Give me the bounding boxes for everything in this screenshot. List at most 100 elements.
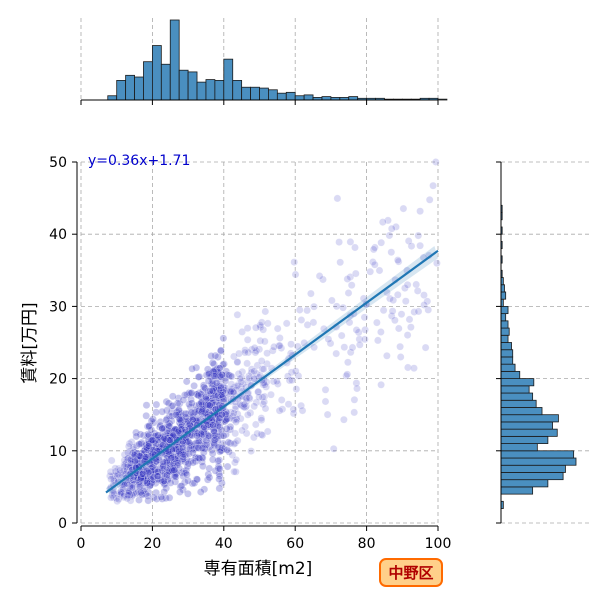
scatter-point — [201, 409, 210, 417]
scatter-point — [198, 444, 207, 453]
scatter-point — [152, 488, 160, 497]
scatter-point — [123, 494, 132, 503]
x-hist-bar — [160, 63, 171, 101]
scatter-point — [350, 395, 359, 404]
scatter-point — [416, 207, 424, 216]
scatter-point — [139, 469, 147, 478]
scatter-point — [270, 343, 278, 351]
y-hist-bar — [500, 334, 509, 343]
y-marginal-histogram — [500, 162, 577, 523]
scatter-point — [377, 238, 386, 247]
scatter-point — [164, 399, 173, 408]
scatter-point — [214, 443, 222, 452]
scatter-point — [217, 431, 225, 440]
x-tick-label: 20 — [143, 536, 161, 552]
scatter-point — [230, 409, 238, 417]
scatter-point — [158, 424, 167, 433]
scatter-point — [257, 414, 266, 422]
scatter-point — [209, 421, 218, 430]
x-hist-bar — [205, 79, 216, 101]
scatter-point — [275, 406, 284, 415]
scatter-point — [163, 414, 171, 423]
scatter-point — [403, 280, 412, 289]
scatter-point — [343, 275, 352, 283]
y-hist-bar — [500, 472, 564, 481]
scatter-point — [188, 364, 197, 373]
x-hist-bar — [151, 45, 162, 101]
scatter-point — [107, 493, 115, 502]
scatter-point — [210, 372, 219, 380]
x-hist-bar — [223, 58, 234, 101]
scatter-point — [263, 427, 272, 436]
scatter-point — [223, 414, 232, 423]
scatter-point — [190, 381, 198, 390]
scatter-point — [294, 372, 303, 380]
scatter-point — [345, 318, 354, 327]
scatter-point — [336, 258, 345, 267]
scatter-point — [194, 391, 203, 400]
scatter-point — [374, 336, 382, 345]
y-axis-title: 賃料[万円] — [20, 302, 40, 383]
scatter-point — [387, 312, 396, 320]
scatter-point — [276, 334, 284, 342]
scatter-point — [348, 343, 357, 352]
scatter-point — [138, 491, 146, 499]
scatter-point — [193, 431, 201, 440]
scatter-point — [216, 447, 224, 456]
scatter-point — [289, 409, 298, 418]
scatter-point — [232, 455, 241, 464]
scatter-point — [238, 328, 246, 336]
scatter-point — [215, 386, 223, 394]
scatter-point — [397, 310, 406, 319]
x-hist-bar — [178, 69, 189, 101]
scatter-point — [231, 429, 240, 438]
scatter-point — [221, 377, 230, 385]
scatter-point — [169, 464, 178, 473]
scatter-point — [291, 367, 300, 376]
scatter-point — [219, 431, 228, 440]
scatter-point — [193, 475, 202, 484]
scatter-point — [295, 306, 304, 314]
scatter-point — [332, 302, 341, 311]
x-hist-bar — [268, 89, 278, 101]
scatter-point — [244, 348, 253, 357]
scatter-point — [385, 231, 394, 240]
scatter-point — [198, 454, 207, 462]
scatter-point — [165, 493, 174, 502]
x-hist-bar — [241, 86, 251, 101]
scatter-point — [377, 328, 385, 336]
x-hist-bar — [250, 86, 260, 101]
scatter-point — [198, 406, 206, 415]
scatter-point — [185, 420, 194, 429]
scatter-point — [152, 408, 160, 417]
scatter-point — [287, 340, 295, 349]
scatter-point — [292, 385, 301, 393]
regression-line-group — [105, 245, 439, 495]
scatter-point — [263, 349, 271, 358]
scatter-point — [162, 416, 171, 424]
scatter-point — [387, 224, 396, 233]
scatter-point — [152, 400, 161, 409]
scatter-point — [124, 488, 133, 497]
x-hist-bar — [294, 95, 305, 101]
scatter-point — [361, 325, 369, 334]
scatter-point — [251, 420, 260, 429]
x-hist-bar — [187, 71, 198, 101]
scatter-point — [366, 267, 375, 276]
scatter-point — [257, 357, 266, 365]
regression-line — [105, 249, 439, 494]
y-hist-bar — [500, 450, 575, 459]
scatter-point — [353, 384, 361, 393]
scatter-point — [342, 371, 351, 380]
scatter-point — [250, 367, 259, 376]
scatter-point — [205, 464, 214, 473]
y-hist-bar — [500, 486, 534, 495]
scatter-point — [242, 429, 251, 438]
y-hist-bar — [500, 392, 534, 401]
scatter-point — [329, 444, 338, 453]
scatter-point — [209, 367, 218, 376]
scatter-point — [208, 376, 217, 385]
x-hist-bar — [107, 95, 118, 101]
scatter-point — [144, 496, 153, 505]
scatter-point — [401, 297, 410, 306]
